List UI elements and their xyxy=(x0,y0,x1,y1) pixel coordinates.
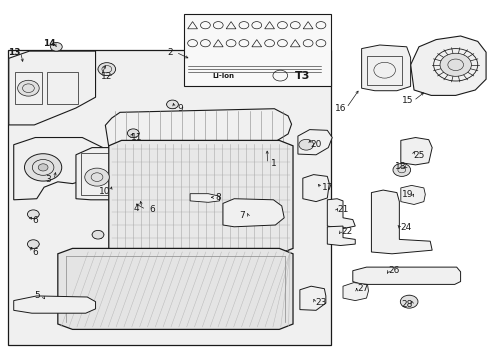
Circle shape xyxy=(85,168,109,186)
Bar xyxy=(133,166,159,196)
Circle shape xyxy=(27,210,39,219)
Polygon shape xyxy=(353,267,461,284)
Polygon shape xyxy=(401,138,432,165)
Bar xyxy=(184,14,331,86)
Circle shape xyxy=(92,230,104,239)
Text: 21: 21 xyxy=(337,205,349,214)
Polygon shape xyxy=(14,138,107,200)
Text: 23: 23 xyxy=(315,298,327,307)
Bar xyxy=(367,56,402,85)
Polygon shape xyxy=(343,283,368,301)
Text: 19: 19 xyxy=(402,190,414,199)
Polygon shape xyxy=(303,175,329,202)
Text: 20: 20 xyxy=(310,140,322,149)
Bar xyxy=(113,178,136,192)
Text: 27: 27 xyxy=(357,284,368,293)
Bar xyxy=(15,72,42,104)
Polygon shape xyxy=(223,199,284,227)
Text: 12: 12 xyxy=(101,72,113,81)
Text: 10: 10 xyxy=(98,187,110,196)
Text: 1: 1 xyxy=(270,159,276,168)
Polygon shape xyxy=(362,45,411,91)
Circle shape xyxy=(38,164,48,171)
Circle shape xyxy=(400,295,418,308)
Text: 4: 4 xyxy=(133,204,139,212)
Circle shape xyxy=(98,63,116,76)
Bar xyxy=(47,72,78,104)
Text: 17: 17 xyxy=(321,184,333,192)
Circle shape xyxy=(27,240,39,248)
Polygon shape xyxy=(76,148,145,200)
Text: 6: 6 xyxy=(32,216,38,225)
Text: 7: 7 xyxy=(240,211,245,220)
Text: 14: 14 xyxy=(43,40,55,49)
Text: 2: 2 xyxy=(167,48,173,57)
Polygon shape xyxy=(371,190,432,254)
Circle shape xyxy=(167,100,178,109)
Polygon shape xyxy=(190,194,220,202)
Polygon shape xyxy=(327,199,355,229)
Text: 26: 26 xyxy=(389,266,400,275)
Text: 5: 5 xyxy=(34,292,40,300)
Text: 9: 9 xyxy=(177,104,183,112)
Text: 6: 6 xyxy=(32,248,38,257)
Text: 3: 3 xyxy=(45,175,51,184)
Text: 24: 24 xyxy=(400,223,411,232)
Polygon shape xyxy=(300,286,326,310)
Polygon shape xyxy=(401,185,425,204)
Circle shape xyxy=(24,154,62,181)
Text: 13: 13 xyxy=(8,48,21,57)
Polygon shape xyxy=(58,248,293,329)
Text: 18: 18 xyxy=(395,162,407,171)
Polygon shape xyxy=(327,226,355,246)
Circle shape xyxy=(393,163,411,176)
Circle shape xyxy=(18,80,39,96)
Polygon shape xyxy=(403,295,416,308)
Bar xyxy=(8,50,331,345)
Text: 22: 22 xyxy=(342,227,352,236)
Text: 28: 28 xyxy=(401,300,413,309)
Text: 16: 16 xyxy=(335,104,346,112)
Text: 11: 11 xyxy=(130,133,142,142)
Text: 6: 6 xyxy=(149,205,155,214)
Polygon shape xyxy=(105,109,292,147)
Text: 8: 8 xyxy=(215,193,221,202)
Text: 15: 15 xyxy=(402,96,414,105)
Polygon shape xyxy=(14,296,96,313)
Circle shape xyxy=(50,42,62,51)
Polygon shape xyxy=(130,158,164,203)
Bar xyxy=(113,160,136,174)
Text: 25: 25 xyxy=(413,151,425,160)
Polygon shape xyxy=(9,51,96,125)
Polygon shape xyxy=(109,140,293,254)
Bar xyxy=(81,153,139,195)
Polygon shape xyxy=(298,130,332,155)
Polygon shape xyxy=(411,36,486,95)
Text: Li-Ion: Li-Ion xyxy=(212,73,234,78)
Circle shape xyxy=(440,53,471,76)
Circle shape xyxy=(127,129,139,138)
Circle shape xyxy=(299,139,314,150)
Text: T3: T3 xyxy=(295,71,311,81)
